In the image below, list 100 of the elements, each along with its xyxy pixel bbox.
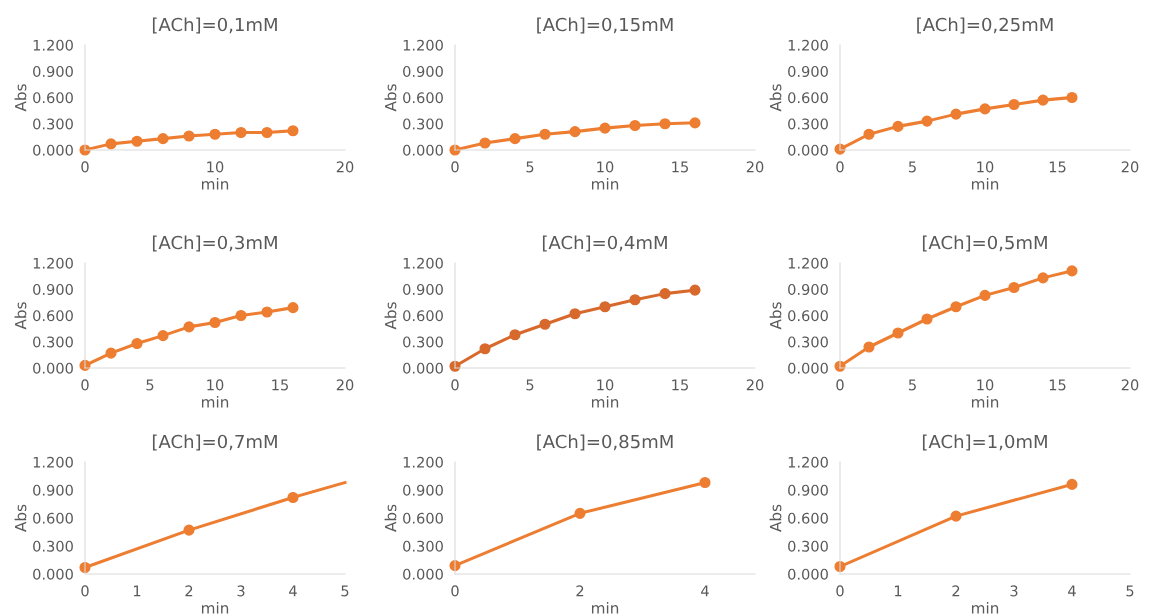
x-tick-label: 5 bbox=[908, 161, 916, 173]
y-tick-label: 0.300 bbox=[788, 540, 828, 552]
y-tick-label: 0.900 bbox=[788, 484, 828, 496]
y-tick-label: 0.000 bbox=[33, 362, 73, 374]
y-axis-title: Abs bbox=[384, 302, 397, 330]
y-axis-title: Abs bbox=[384, 84, 397, 112]
x-tick-label: 5 bbox=[526, 161, 534, 173]
y-tick-label: 0.000 bbox=[33, 144, 73, 156]
x-tick-label: 0 bbox=[81, 585, 89, 597]
y-tick-label: 1.200 bbox=[403, 456, 443, 468]
x-tick-label: 0 bbox=[836, 585, 844, 597]
y-tick-label: 0.600 bbox=[403, 512, 443, 524]
y-tick-label: 0.600 bbox=[33, 92, 73, 104]
y-tick-label: 0.600 bbox=[33, 310, 73, 322]
x-tick-label: 0 bbox=[451, 379, 459, 391]
x-tick-label: 0 bbox=[81, 161, 89, 173]
x-tick-label: 10 bbox=[977, 379, 994, 391]
y-tick-label: 0.000 bbox=[788, 144, 828, 156]
x-tick-label: 20 bbox=[746, 379, 764, 391]
y-axis-title: Abs bbox=[769, 84, 782, 112]
y-tick-label: 0.900 bbox=[788, 65, 828, 77]
x-tick-label: 1 bbox=[894, 585, 902, 597]
x-tick-label: 5 bbox=[526, 379, 534, 391]
x-axis-title: min bbox=[971, 602, 999, 614]
y-tick-label: 0.900 bbox=[33, 484, 73, 496]
x-tick-label: 0 bbox=[81, 379, 89, 391]
x-tick-label: 0 bbox=[451, 585, 459, 597]
y-tick-label: 0.300 bbox=[403, 540, 443, 552]
y-tick-label: 0.300 bbox=[403, 118, 443, 130]
y-tick-label: 1.200 bbox=[33, 456, 73, 468]
x-tick-label: 15 bbox=[1049, 161, 1066, 173]
y-tick-label: 1.200 bbox=[403, 39, 443, 51]
x-tick-label: 10 bbox=[597, 379, 614, 391]
x-tick-label: 20 bbox=[1121, 161, 1139, 173]
x-axis-title: min bbox=[201, 178, 229, 190]
y-tick-label: 0.300 bbox=[33, 118, 73, 130]
chart-title: [ACh]=0,25mM bbox=[917, 17, 1053, 34]
y-tick-label: 0.600 bbox=[788, 512, 828, 524]
x-tick-label: 20 bbox=[746, 161, 764, 173]
x-tick-label: 20 bbox=[1121, 379, 1139, 391]
y-axis-title: Abs bbox=[14, 504, 27, 532]
y-tick-label: 0.900 bbox=[403, 283, 443, 295]
x-tick-label: 20 bbox=[336, 161, 354, 173]
x-tick-label: 15 bbox=[272, 379, 288, 391]
y-tick-label: 1.200 bbox=[33, 257, 73, 269]
x-axis-title: min bbox=[971, 178, 999, 190]
y-tick-label: 0.300 bbox=[33, 336, 73, 348]
y-tick-label: 1.200 bbox=[403, 257, 443, 269]
x-tick-label: 10 bbox=[597, 161, 614, 173]
x-tick-label: 0 bbox=[451, 161, 459, 173]
y-tick-label: 1.200 bbox=[788, 39, 828, 51]
x-tick-label: 15 bbox=[1049, 379, 1066, 391]
x-axis-title: min bbox=[591, 602, 619, 614]
x-axis-title: min bbox=[591, 178, 619, 190]
x-tick-label: 15 bbox=[672, 379, 688, 391]
x-tick-label: 3 bbox=[1010, 585, 1018, 597]
y-tick-label: 0.600 bbox=[33, 512, 73, 524]
x-tick-label: 5 bbox=[1126, 585, 1134, 597]
chart-title: [ACh]=1,0mM bbox=[922, 434, 1047, 451]
y-tick-label: 0.000 bbox=[33, 568, 73, 580]
y-tick-label: 0.300 bbox=[33, 540, 73, 552]
x-tick-label: 5 bbox=[341, 585, 349, 597]
y-tick-label: 1.200 bbox=[788, 456, 828, 468]
y-tick-label: 0.900 bbox=[33, 65, 73, 77]
y-tick-label: 0.600 bbox=[403, 310, 443, 322]
x-tick-label: 4 bbox=[701, 585, 709, 597]
x-tick-label: 3 bbox=[237, 585, 245, 597]
x-tick-label: 20 bbox=[336, 379, 354, 391]
x-tick-label: 4 bbox=[1068, 585, 1076, 597]
y-tick-label: 1.200 bbox=[33, 39, 73, 51]
y-tick-label: 0.000 bbox=[788, 568, 828, 580]
x-tick-label: 5 bbox=[146, 379, 154, 391]
x-axis-title: min bbox=[201, 396, 229, 408]
y-tick-label: 0.900 bbox=[403, 65, 443, 77]
y-tick-label: 0.300 bbox=[788, 118, 828, 130]
x-tick-label: 0 bbox=[836, 379, 844, 391]
x-axis-title: min bbox=[201, 602, 229, 614]
x-tick-label: 10 bbox=[207, 379, 224, 391]
y-tick-label: 0.300 bbox=[403, 336, 443, 348]
y-tick-label: 0.000 bbox=[403, 568, 443, 580]
x-tick-label: 2 bbox=[952, 585, 960, 597]
chart-title: [ACh]=0,85mM bbox=[537, 434, 673, 451]
y-tick-label: 0.900 bbox=[33, 283, 73, 295]
y-axis-title: Abs bbox=[14, 84, 27, 112]
y-tick-label: 0.600 bbox=[788, 92, 828, 104]
y-tick-label: 0.000 bbox=[403, 362, 443, 374]
chart-title: [ACh]=0,7mM bbox=[152, 434, 277, 451]
x-axis-title: min bbox=[971, 396, 999, 408]
x-tick-label: 5 bbox=[908, 379, 916, 391]
y-axis-title: Abs bbox=[769, 504, 782, 532]
x-tick-label: 15 bbox=[672, 161, 688, 173]
y-axis-title: Abs bbox=[384, 504, 397, 532]
y-axis-title: Abs bbox=[14, 302, 27, 330]
chart-title: [ACh]=0,3mM bbox=[152, 235, 277, 252]
x-tick-label: 2 bbox=[576, 585, 584, 597]
y-tick-label: 0.000 bbox=[403, 144, 443, 156]
chart-title: [ACh]=0,1mM bbox=[152, 17, 277, 34]
chart-title: [ACh]=0,4mM bbox=[542, 235, 667, 252]
x-tick-label: 4 bbox=[289, 585, 297, 597]
y-tick-label: 0.300 bbox=[788, 336, 828, 348]
